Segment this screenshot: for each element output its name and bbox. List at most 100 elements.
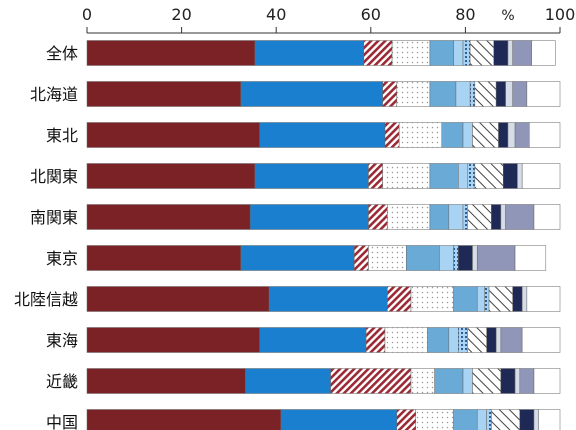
bar-segment xyxy=(387,286,412,312)
bar-row xyxy=(86,122,561,148)
bar-segment xyxy=(259,327,367,353)
category-label: 東北 xyxy=(46,126,78,145)
bar-segment xyxy=(396,81,431,107)
bar-row xyxy=(86,40,556,66)
bar-segment xyxy=(453,40,464,66)
bar-segment xyxy=(476,245,516,271)
bar-segment xyxy=(512,286,523,312)
bar-segment xyxy=(429,81,457,107)
bar-segment xyxy=(500,368,516,394)
bar-segment xyxy=(86,368,246,394)
bar-segment xyxy=(500,327,523,353)
bar-segment xyxy=(363,40,393,66)
category-label: 全体 xyxy=(46,44,78,63)
bar-segment xyxy=(86,122,260,148)
bar-segment xyxy=(486,327,497,353)
bar-segment xyxy=(268,286,388,312)
bar-segment xyxy=(387,204,431,230)
x-axis: 0 20 40 60 80 100% xyxy=(82,5,576,34)
bar-segment xyxy=(384,327,428,353)
x-tick-label: 60 xyxy=(361,5,381,24)
bar-segment xyxy=(472,245,478,271)
bar-segment xyxy=(469,81,476,107)
bar-segment xyxy=(507,40,513,66)
category-label: 北陸信越 xyxy=(14,290,78,309)
bar-segment xyxy=(406,245,440,271)
bar-segment xyxy=(398,122,442,148)
bar-row xyxy=(86,327,561,353)
bar-segment xyxy=(531,40,556,66)
bar-segment xyxy=(462,40,471,66)
bar-segment xyxy=(410,368,435,394)
bar-segment xyxy=(86,327,260,353)
bar-segment xyxy=(86,286,270,312)
bar-segment xyxy=(396,409,416,430)
bar-segment xyxy=(368,245,407,271)
bar-segment xyxy=(467,204,492,230)
bar-segment xyxy=(365,327,386,353)
bar-row xyxy=(86,245,547,271)
bar-segment xyxy=(439,245,454,271)
bar-segment xyxy=(505,204,535,230)
category-label: 東京 xyxy=(46,249,78,268)
bar-segment xyxy=(462,122,473,148)
bar-segment xyxy=(514,368,521,394)
bar-segment xyxy=(512,40,532,66)
bar-segment xyxy=(519,409,535,430)
bar-segment xyxy=(86,163,256,189)
bar-segment xyxy=(533,409,539,430)
bar-segment xyxy=(507,122,516,148)
bar-segment xyxy=(410,286,454,312)
category-label: 近畿 xyxy=(46,372,78,391)
bar-row xyxy=(86,286,561,312)
bar-segment xyxy=(453,286,478,312)
bar-segment xyxy=(427,327,450,353)
category-label: 東海 xyxy=(46,331,78,350)
bar-segment xyxy=(458,163,469,189)
bar-segment xyxy=(368,204,388,230)
bar-segment xyxy=(254,163,369,189)
bar-segment xyxy=(86,204,251,230)
bar-segment xyxy=(486,409,492,430)
bar-segment xyxy=(254,40,364,66)
bar-segment xyxy=(493,40,509,66)
bar-segment xyxy=(526,286,561,312)
bar-segment xyxy=(498,122,509,148)
bar-segment xyxy=(429,204,450,230)
bar-segment xyxy=(484,286,490,312)
bar-segment xyxy=(245,368,331,394)
bar-segment xyxy=(505,81,513,107)
bar-segment xyxy=(495,327,502,353)
bar-segment xyxy=(86,245,241,271)
bar-segment xyxy=(491,204,502,230)
x-tick-label: 40 xyxy=(266,5,286,24)
bar-segment xyxy=(382,163,431,189)
bar-segment xyxy=(521,286,528,312)
x-axis-unit: % xyxy=(501,8,514,24)
bar-segment xyxy=(514,245,547,271)
bar-segment xyxy=(448,327,459,353)
bar-segment xyxy=(529,122,561,148)
bar-segment xyxy=(512,81,528,107)
bar-segment xyxy=(474,163,504,189)
bar-segment xyxy=(469,40,495,66)
bar-segment xyxy=(280,409,398,430)
bar-segment xyxy=(259,122,386,148)
bar-segment xyxy=(240,81,383,107)
x-tick-label: 100 xyxy=(545,5,576,24)
bar-segment xyxy=(472,122,499,148)
bar-segment xyxy=(384,122,400,148)
category-label: 北海道 xyxy=(30,85,78,104)
bar-segment xyxy=(382,81,398,107)
bar-segment xyxy=(517,163,523,189)
bar-segment xyxy=(514,122,530,148)
bar-segment xyxy=(86,409,282,430)
bar-segment xyxy=(429,163,459,189)
bar-row xyxy=(86,163,561,189)
bar-segment xyxy=(533,204,561,230)
bar-segment xyxy=(368,163,383,189)
x-tick-label: 20 xyxy=(171,5,191,24)
bar-segment xyxy=(502,163,518,189)
